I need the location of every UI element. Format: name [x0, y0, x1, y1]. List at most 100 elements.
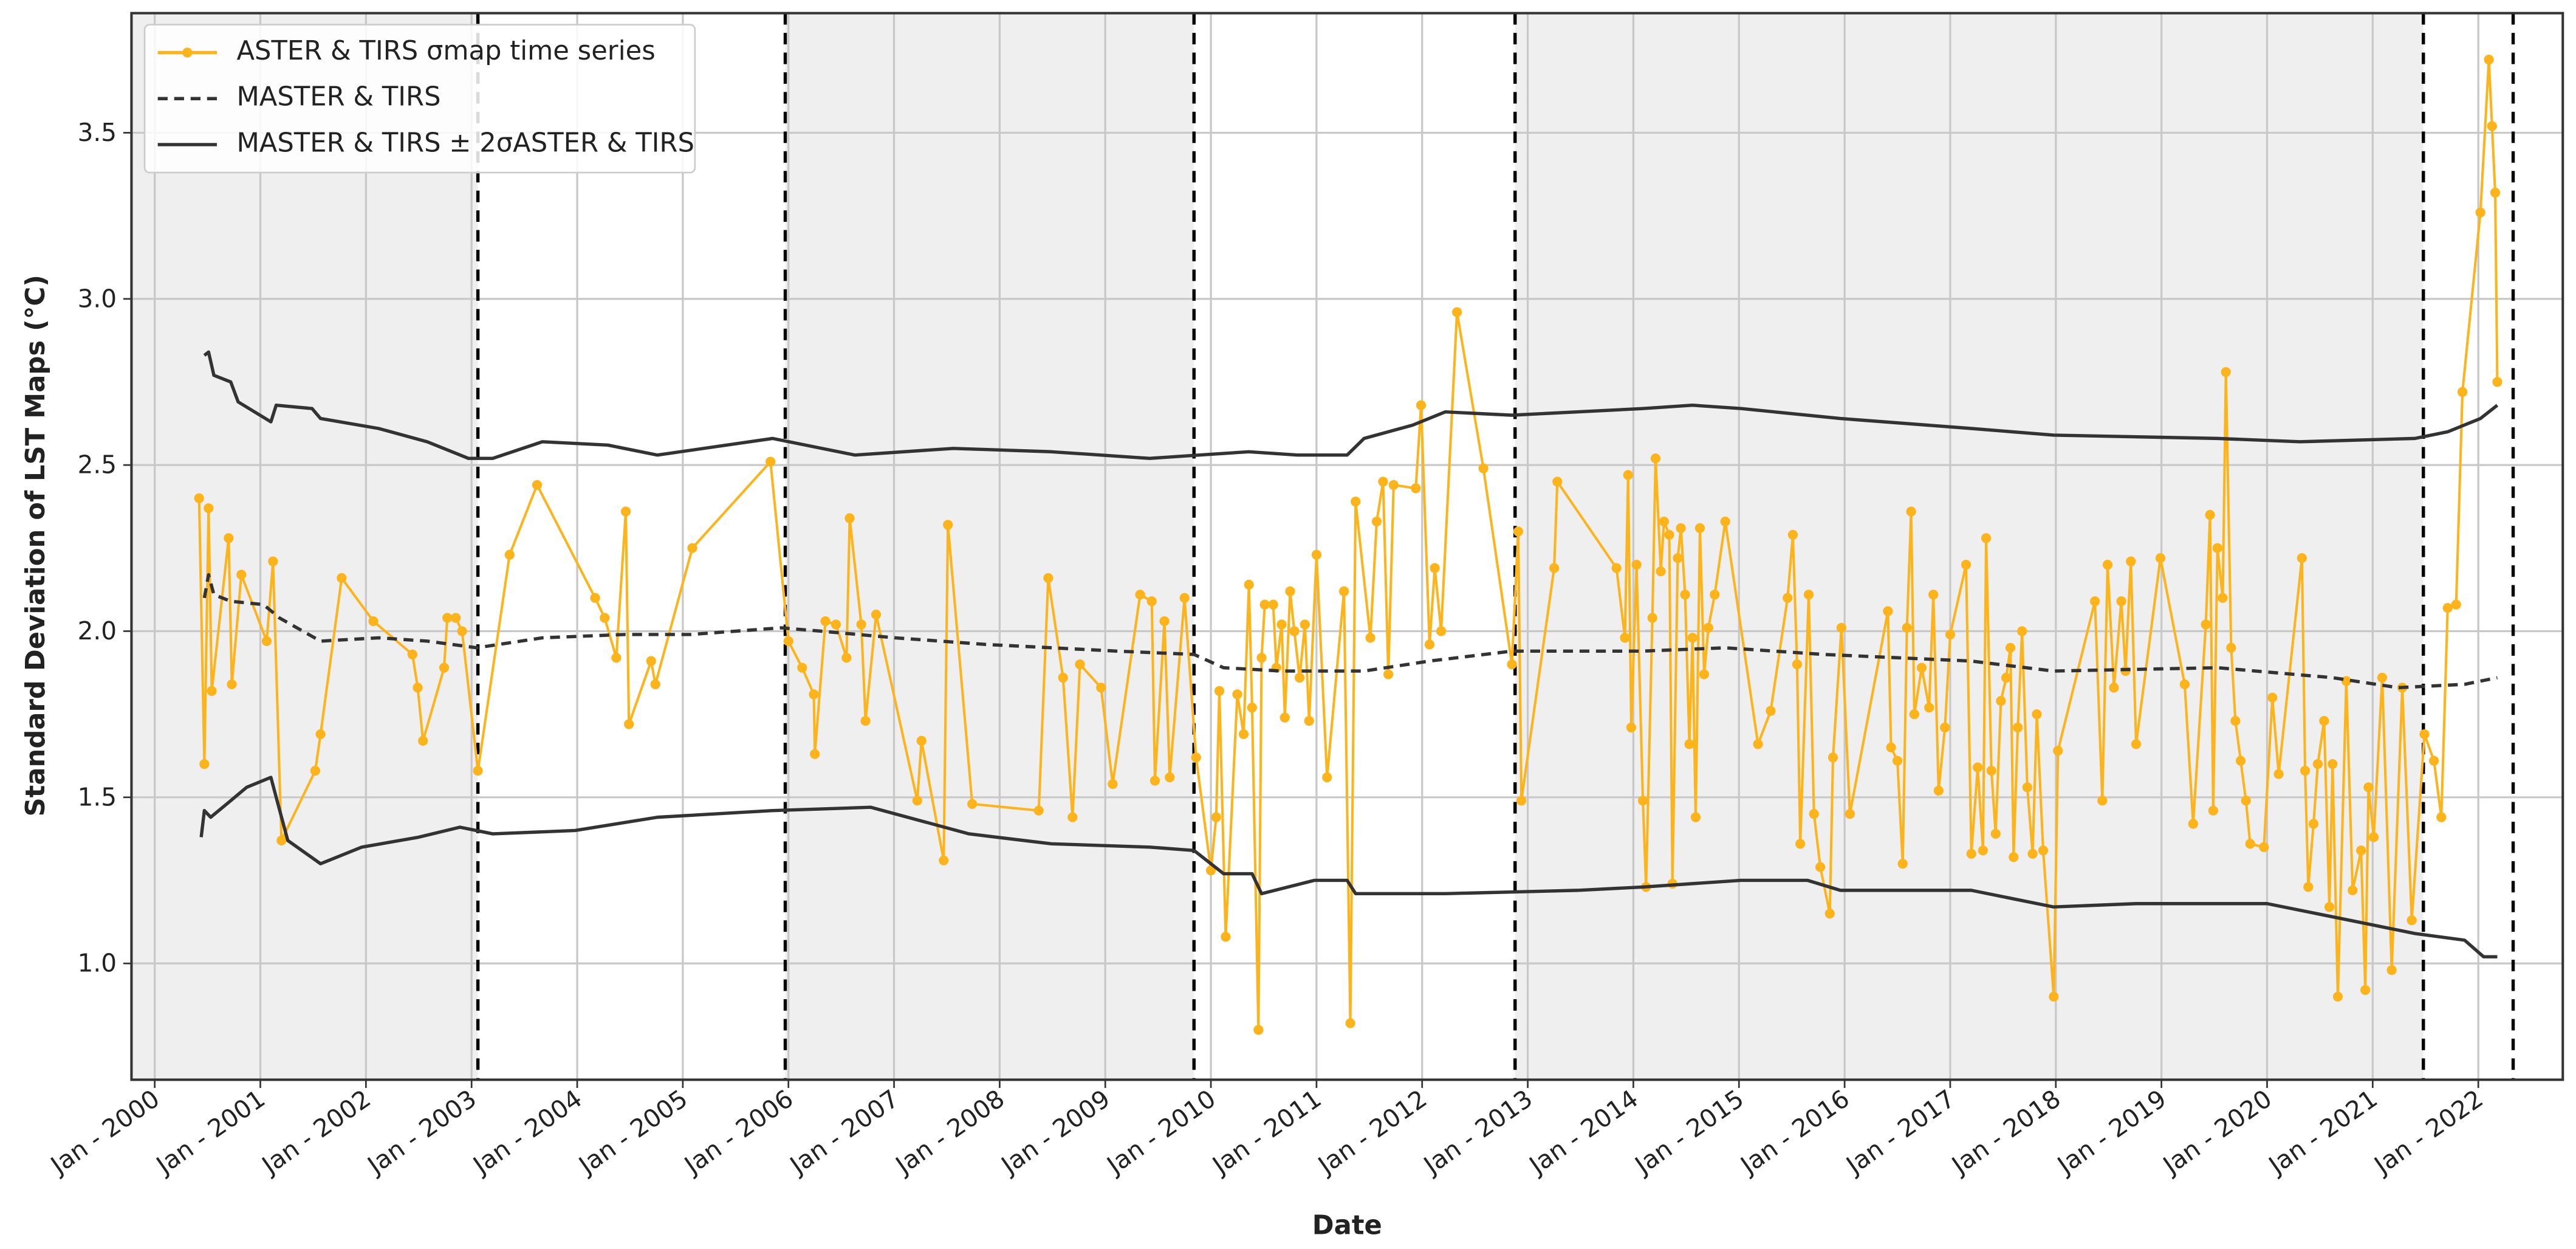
- data-point: [1650, 453, 1661, 464]
- data-point: [1916, 662, 1927, 673]
- data-point: [2131, 739, 2142, 749]
- x-tick-label: Jan - 2014: [1523, 1084, 1643, 1180]
- data-point: [1300, 619, 1310, 630]
- data-point: [276, 835, 287, 845]
- series-line: [202, 573, 2498, 690]
- data-point: [766, 456, 776, 467]
- data-point: [1720, 516, 1730, 527]
- data-point: [1620, 633, 1630, 643]
- x-tick-label: Jan - 2012: [1311, 1084, 1432, 1180]
- data-point: [1783, 593, 1793, 603]
- data-point: [1383, 669, 1394, 680]
- data-point: [810, 749, 820, 759]
- data-point: [442, 613, 453, 623]
- data-point: [1516, 796, 1527, 806]
- data-point: [871, 610, 882, 620]
- x-tick-label: Jan - 2019: [2050, 1084, 2171, 1180]
- data-point: [2312, 759, 2323, 769]
- data-point: [1687, 633, 1697, 643]
- data-point: [532, 480, 543, 490]
- data-point: [413, 683, 423, 693]
- x-tick-label: Jan - 2022: [2368, 1084, 2489, 1180]
- data-point: [1232, 689, 1242, 700]
- data-point: [1623, 470, 1633, 480]
- data-point: [2451, 599, 2461, 610]
- data-point: [1430, 563, 1440, 573]
- data-point: [224, 533, 234, 543]
- data-point: [2038, 845, 2049, 856]
- data-point: [2406, 915, 2417, 926]
- data-point: [1244, 579, 1254, 590]
- x-tick-label: Jan - 2005: [572, 1084, 693, 1180]
- data-point: [2484, 55, 2494, 65]
- data-point: [1256, 653, 1267, 663]
- data-point: [1981, 533, 1992, 543]
- data-point: [844, 513, 855, 523]
- data-point: [590, 593, 600, 603]
- x-tick-label: Jan - 2001: [149, 1084, 270, 1180]
- data-point: [2363, 782, 2374, 793]
- data-point: [1416, 400, 1427, 410]
- data-point: [1883, 606, 1893, 616]
- legend-label: MASTER & TIRS: [236, 82, 440, 112]
- data-point: [2188, 819, 2198, 829]
- data-point: [1165, 772, 1175, 783]
- data-point: [1424, 639, 1435, 650]
- data-point: [1411, 483, 1421, 494]
- data-point: [1075, 659, 1085, 670]
- data-point: [504, 549, 515, 560]
- data-point: [2230, 715, 2241, 726]
- shaded-period: [1515, 13, 2424, 1080]
- y-tick-label: 1.5: [78, 782, 117, 811]
- x-tick-label: Jan - 2021: [2262, 1084, 2383, 1180]
- data-point: [1259, 599, 1270, 610]
- legend: ASTER & TIRS σmap time series MASTER & TI…: [143, 24, 696, 174]
- data-point: [1792, 659, 1803, 670]
- data-point: [820, 616, 831, 627]
- data-point: [451, 613, 461, 623]
- data-point: [2226, 642, 2236, 653]
- y-axis-label: Standard Deviation of LST Maps (°C): [21, 275, 51, 817]
- data-point: [646, 656, 656, 666]
- data-point: [1664, 529, 1674, 540]
- data-point: [1478, 463, 1488, 473]
- legend-label: MASTER & TIRS ± 2σASTER & TIRS: [236, 128, 694, 158]
- data-point: [1787, 529, 1798, 540]
- data-point: [1378, 477, 1388, 487]
- data-point: [620, 506, 631, 517]
- data-point: [1108, 779, 1118, 790]
- data-point: [1902, 622, 1912, 633]
- data-point: [2109, 683, 2119, 693]
- data-point: [1043, 573, 1053, 583]
- data-point: [2235, 755, 2246, 766]
- shaded-period: [131, 13, 478, 1080]
- data-point: [1159, 616, 1170, 627]
- data-point: [841, 653, 852, 663]
- data-point: [1845, 809, 1855, 819]
- series-line: [199, 776, 2498, 958]
- data-point: [2475, 207, 2485, 218]
- data-point: [2155, 553, 2166, 563]
- data-point: [2241, 796, 2251, 806]
- data-point: [2027, 848, 2038, 859]
- shaded-period: [785, 13, 1194, 1080]
- data-point: [418, 735, 428, 746]
- data-point: [1803, 590, 1814, 600]
- data-point: [1179, 593, 1190, 603]
- x-tick-label: Jan - 2007: [783, 1084, 904, 1180]
- data-point: [199, 759, 210, 769]
- data-point: [2297, 553, 2307, 563]
- data-point: [967, 799, 978, 809]
- data-point: [1214, 686, 1225, 696]
- data-point: [2273, 769, 2284, 779]
- data-point: [227, 679, 237, 690]
- x-tick-label: Jan - 2003: [361, 1084, 482, 1180]
- data-point: [1676, 523, 1686, 534]
- data-point: [2208, 805, 2218, 816]
- data-point: [236, 569, 247, 580]
- data-point: [1909, 709, 1919, 720]
- data-point: [2368, 832, 2379, 842]
- legend-label: ASTER & TIRS σmap time series: [236, 36, 655, 66]
- data-point: [2341, 676, 2351, 686]
- data-point: [268, 556, 278, 566]
